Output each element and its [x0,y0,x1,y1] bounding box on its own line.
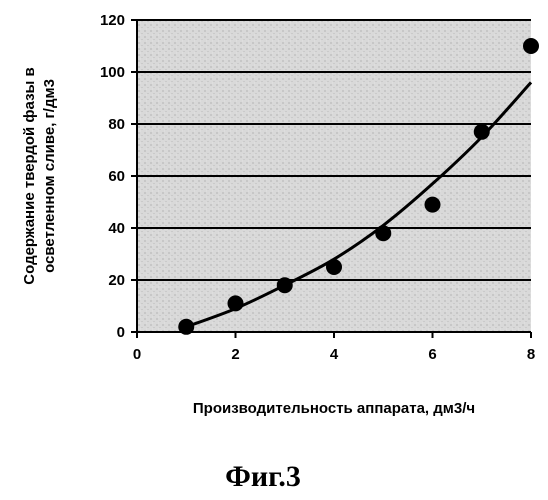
x-tick-label: 0 [133,346,141,363]
x-axis-title: Производительность аппарата, дм3/ч [193,400,475,417]
y-axis-title-line-1: Содержание твердой фазы в [21,67,38,284]
y-tick-label: 60 [108,168,125,185]
x-tick-label: 6 [428,346,436,363]
x-tick-label: 8 [527,346,535,363]
data-point [178,319,194,335]
y-tick-label: 80 [108,116,125,133]
x-tick-label: 2 [231,346,239,363]
data-point [228,295,244,311]
data-point [425,197,441,213]
figure-caption: Фиг.3 [225,460,301,493]
data-point [523,38,539,54]
y-tick-label: 100 [100,64,125,81]
data-point [474,124,490,140]
x-tick-label: 4 [330,346,339,363]
data-point [375,225,391,241]
y-axis-title-line-2: осветленном сливе, г/дм3 [41,79,58,273]
y-tick-label: 0 [117,324,125,341]
data-point [277,277,293,293]
y-tick-label: 20 [108,272,125,289]
y-tick-label: 40 [108,220,125,237]
data-point [326,259,342,275]
y-tick-label: 120 [100,12,125,29]
